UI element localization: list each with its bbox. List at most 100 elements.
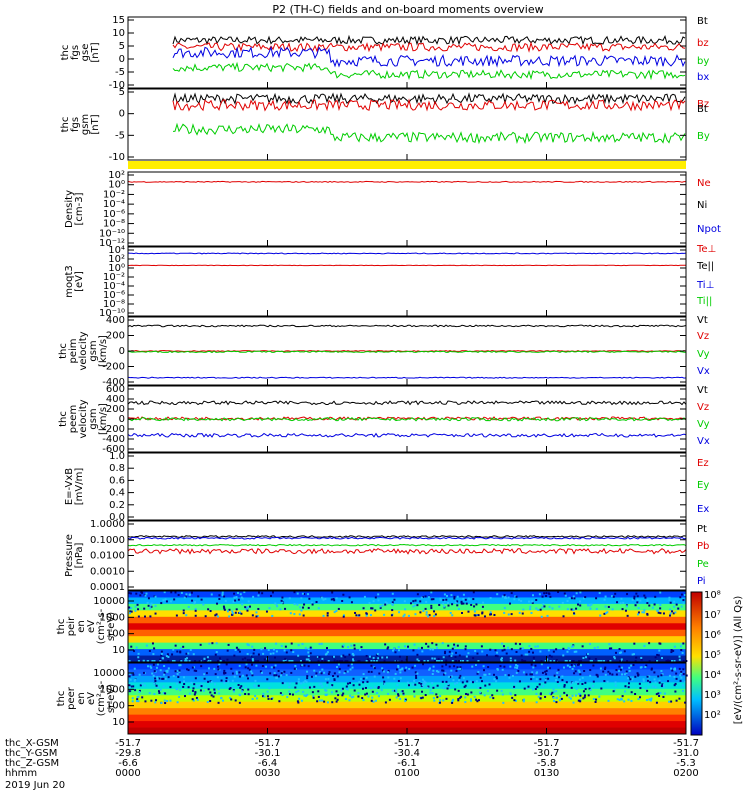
spectrogram-speckle — [195, 696, 198, 699]
spectrogram-speckle — [187, 686, 190, 689]
spectrogram-speckle — [425, 600, 428, 603]
spectrogram-speckle — [364, 683, 367, 686]
spectrogram-speckle — [654, 656, 657, 659]
spectrogram-speckle — [439, 699, 442, 702]
spectrogram-speckle — [159, 669, 162, 672]
series-Vx-line — [127, 376, 687, 379]
spectrogram-speckle — [535, 599, 538, 602]
spectrogram-speckle — [505, 597, 508, 600]
spectrogram-speckle — [448, 655, 451, 658]
spectrogram-speckle — [496, 667, 499, 670]
spectrogram-speckle — [544, 681, 547, 684]
spectrogram-speckle — [377, 686, 380, 689]
spectrogram-speckle — [464, 648, 467, 651]
spectrogram-speckle — [322, 614, 325, 617]
spectrogram-speckle — [496, 593, 499, 596]
spectrogram-speckle — [404, 645, 407, 648]
spectrogram-speckle — [456, 666, 459, 669]
spectrogram-speckle — [604, 673, 607, 676]
spectrogram-speckle — [570, 686, 573, 689]
spectrogram-speckle — [251, 614, 254, 617]
spectrogram-speckle — [344, 670, 347, 673]
spectrogram-speckle — [405, 666, 408, 669]
spectrogram-speckle — [371, 607, 374, 610]
spectrogram-speckle — [654, 660, 657, 662]
spectrogram-speckle — [539, 650, 542, 653]
spectrogram-speckle — [404, 698, 407, 701]
spectrogram-speckle — [535, 607, 538, 610]
spectrogram-speckle — [433, 660, 436, 662]
spectrogram-speckle — [275, 650, 278, 653]
spectrogram-speckle — [422, 663, 425, 666]
spectrogram-speckle — [558, 676, 561, 679]
spectrogram-speckle — [472, 657, 475, 660]
spectrogram-speckle — [643, 644, 646, 647]
spectrogram-speckle — [321, 699, 324, 702]
spectrogram-speckle — [337, 607, 340, 610]
spectrogram-speckle — [443, 593, 446, 596]
spectrogram-speckle — [331, 684, 334, 687]
spectrogram-speckle — [224, 599, 227, 602]
spectrogram-speckle — [148, 649, 151, 652]
spectrogram-speckle — [579, 673, 582, 676]
spectrogram-speckle — [656, 660, 659, 662]
spectrogram-speckle — [228, 687, 231, 690]
spectrogram-speckle — [141, 682, 144, 685]
spectrogram-speckle — [269, 652, 272, 655]
spectrogram-speckle — [179, 651, 182, 654]
spectrogram-speckle — [407, 614, 410, 617]
spectrogram-speckle — [672, 649, 675, 652]
spectrogram-speckle — [451, 701, 454, 704]
spectrogram-speckle — [213, 688, 216, 691]
y-axis-label: E=-VxB — [64, 468, 75, 505]
spectrogram-speckle — [136, 698, 139, 701]
spectrogram-speckle — [176, 669, 179, 672]
spectrogram-speckle — [149, 665, 152, 668]
spectrogram-speckle — [675, 603, 678, 606]
spectrogram-speckle — [562, 666, 565, 669]
y-tick-label: 10⁰ — [108, 180, 125, 191]
spectrogram-speckle — [500, 689, 503, 692]
spectrogram-band — [128, 649, 686, 657]
spectrogram-speckle — [167, 656, 170, 659]
spectrogram-speckle — [565, 660, 568, 662]
spectrogram-speckle — [246, 609, 249, 612]
spectrogram-speckle — [609, 660, 612, 662]
spectrogram-speckle — [164, 677, 167, 680]
spectrogram-speckle — [182, 612, 185, 615]
spectrogram-speckle — [173, 660, 176, 662]
spectrogram-speckle — [250, 655, 253, 658]
spectrogram-speckle — [348, 653, 351, 656]
spectrogram-speckle — [488, 683, 491, 686]
spectrogram-speckle — [682, 599, 685, 602]
spectrogram-speckle — [396, 668, 399, 671]
spectrogram-speckle — [620, 651, 623, 654]
spectrogram-speckle — [501, 595, 504, 598]
spectrogram-speckle — [571, 694, 574, 697]
spectrogram-speckle — [346, 682, 349, 685]
spectrogram-speckle — [556, 671, 559, 674]
spectrogram-speckle — [637, 611, 640, 614]
spectrogram-speckle — [480, 645, 483, 648]
spectrogram-speckle — [321, 668, 324, 671]
spectrogram-speckle — [150, 699, 153, 702]
spectrogram-speckle — [183, 596, 186, 599]
spectrogram-speckle — [251, 660, 254, 662]
spectrogram-speckle — [326, 684, 329, 687]
spectrogram-speckle — [470, 691, 473, 694]
spectrogram-speckle — [163, 591, 166, 594]
spectrogram-speckle — [437, 658, 440, 661]
spectrogram-speckle — [411, 683, 414, 686]
spectrogram-speckle — [648, 642, 651, 645]
spectrogram-speckle — [514, 595, 517, 598]
spectrogram-speckle — [199, 689, 202, 692]
spectrogram-speckle — [384, 601, 387, 604]
ephemeris-value: 0000 — [115, 768, 140, 779]
spectrogram-speckle — [671, 669, 674, 672]
spectrogram-speckle — [318, 671, 321, 674]
spectrogram-speckle — [227, 680, 230, 683]
spectrogram-speckle — [128, 684, 131, 687]
spectrogram-speckle — [204, 660, 207, 662]
